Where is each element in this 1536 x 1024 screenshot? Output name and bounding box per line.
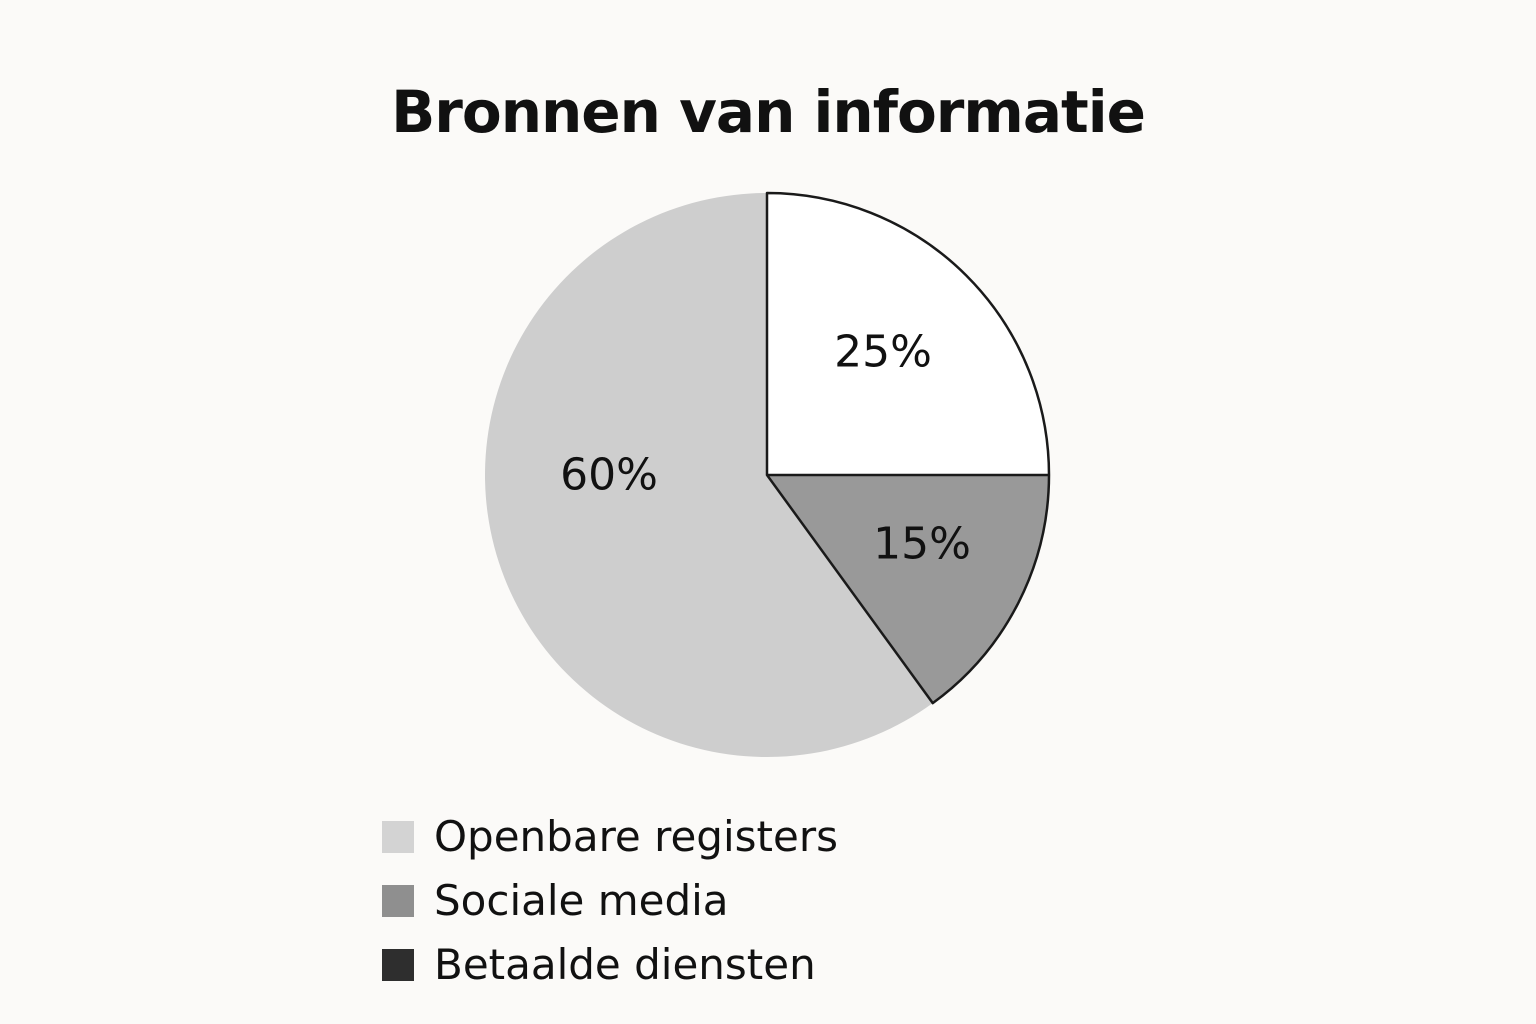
legend-swatch-openbare-registers: [382, 821, 414, 853]
pie-slice-25: [767, 193, 1049, 475]
legend-swatch-sociale-media: [382, 885, 414, 917]
legend-label-openbare-registers: Openbare registers: [434, 812, 838, 861]
slice-label-15: 15%: [873, 519, 971, 570]
pie-labels: 25% 15% 60%: [560, 327, 971, 570]
legend-label-betaalde-diensten: Betaalde diensten: [434, 940, 816, 989]
pie-slices: [484, 191, 1051, 757]
legend-swatch-betaalde-diensten: [382, 949, 414, 981]
legend-label-sociale-media: Sociale media: [434, 876, 729, 925]
legend-item-openbare-registers: Openbare registers: [382, 805, 838, 869]
legend: Openbare registers Sociale media Betaald…: [382, 805, 838, 997]
slice-label-25: 25%: [834, 327, 932, 378]
slice-label-60: 60%: [560, 450, 658, 501]
chart-title: Bronnen van informatie: [391, 78, 1146, 146]
pie-slice-15: [767, 475, 1049, 704]
pie-slice-60: [484, 193, 933, 757]
legend-item-sociale-media: Sociale media: [382, 869, 838, 933]
legend-item-betaalde-diensten: Betaalde diensten: [382, 933, 838, 997]
pie-slice-outline: [765, 191, 1051, 705]
